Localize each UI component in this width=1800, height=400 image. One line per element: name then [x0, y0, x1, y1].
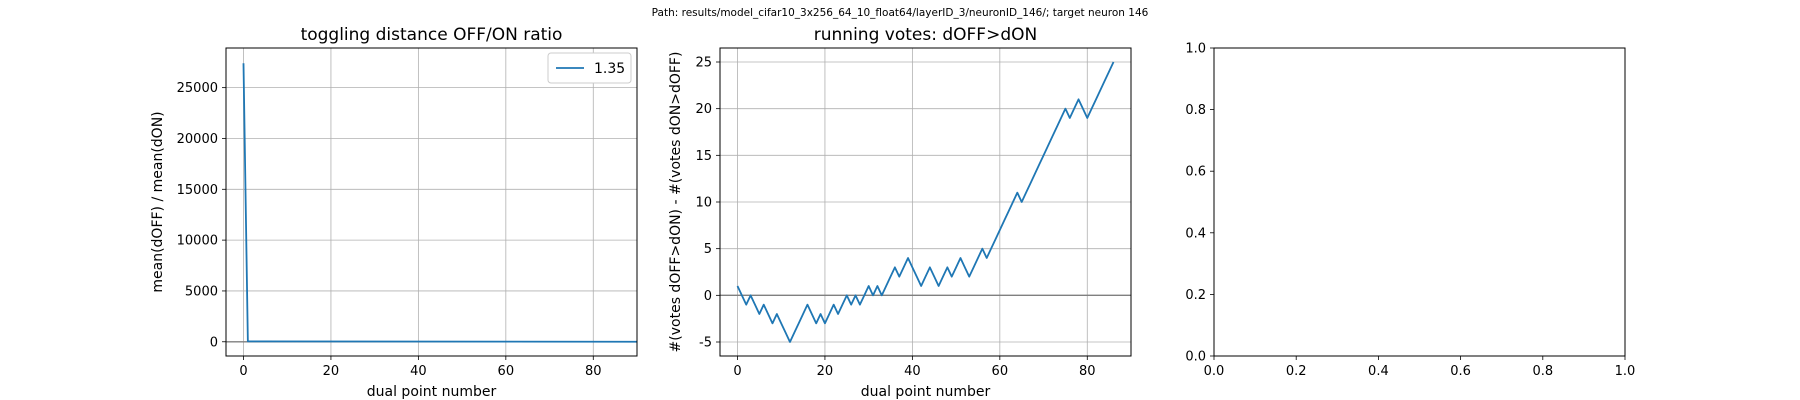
y-tick-label: 0.0 [1185, 350, 1206, 365]
y-tick-label: 25000 [177, 81, 218, 96]
y-tick-label: 0.8 [1185, 103, 1206, 118]
axes-frame [1213, 47, 1626, 357]
x-tick-label: 0.8 [1532, 364, 1553, 379]
y-tick-label: 25 [695, 56, 712, 71]
panel-title: running votes: dOFF>dON [814, 25, 1037, 45]
figure-suptitle: Path: results/model_cifar10_3x256_64_10_… [652, 7, 1149, 19]
x-tick-label: 60 [992, 364, 1009, 379]
y-tick-label: 15000 [177, 183, 218, 198]
x-tick-label: 40 [904, 364, 921, 379]
y-tick-label: -5 [699, 336, 712, 351]
y-tick-label: 20000 [177, 132, 218, 147]
y-tick-label: 20 [695, 102, 712, 117]
x-tick-label: 0.0 [1204, 364, 1225, 379]
x-tick-label: 0 [239, 364, 247, 379]
y-tick-label: 0 [704, 289, 712, 304]
axes-frame [225, 47, 638, 357]
y-tick-label: 1.0 [1185, 42, 1206, 57]
y-tick-label: 5 [704, 242, 712, 257]
x-tick-label: 20 [323, 364, 340, 379]
y-axis-label: mean(dOFF) / mean(dON) [150, 111, 166, 292]
y-tick-label: 0.2 [1185, 288, 1206, 303]
legend-box [547, 52, 632, 84]
panel-toggling-ratio: 0 20 40 60 80 0 5000 10000 15000 20000 25000 toggl… [150, 25, 638, 400]
y-tick-label: 10 [695, 196, 712, 211]
x-tick-label: 80 [585, 364, 602, 379]
legend-label: 1.35 [594, 61, 625, 77]
x-tick-label: 1.0 [1615, 364, 1636, 379]
y-axis-label: #(votes dOFF>dON) - #(votes dON>dOFF) [668, 52, 684, 353]
x-tick-label: 0.2 [1286, 364, 1307, 379]
y-tick-label: 0.4 [1185, 226, 1206, 241]
legend: 1.35 [547, 52, 632, 84]
y-tick-label: 15 [695, 149, 712, 164]
panel-title: toggling distance OFF/ON ratio [301, 25, 563, 45]
y-tick-label: 5000 [185, 284, 218, 299]
x-tick-label: 20 [817, 364, 834, 379]
panel-empty: 0.0 0.2 0.4 0.6 0.8 1.0 0.0 0.2 0.4 0.6 0.8 1.0 [1185, 42, 1635, 380]
x-tick-label: 0.4 [1368, 364, 1389, 379]
series-line [242, 63, 638, 343]
x-axis-label: dual point number [861, 384, 991, 400]
y-tick-label: 0.6 [1185, 165, 1206, 180]
x-tick-label: 40 [410, 364, 427, 379]
x-axis-label: dual point number [367, 384, 497, 400]
x-tick-label: 0 [733, 364, 741, 379]
x-tick-label: 0.6 [1450, 364, 1471, 379]
x-tick-label: 80 [1079, 364, 1096, 379]
y-tick-label: 0 [210, 335, 218, 350]
panel-running-votes: 0 20 40 60 80 -5 0 5 10 15 20 25 running votes: dOF… [668, 25, 1132, 400]
series-line [736, 61, 1115, 343]
x-tick-label: 60 [498, 364, 515, 379]
y-tick-label: 10000 [177, 234, 218, 249]
